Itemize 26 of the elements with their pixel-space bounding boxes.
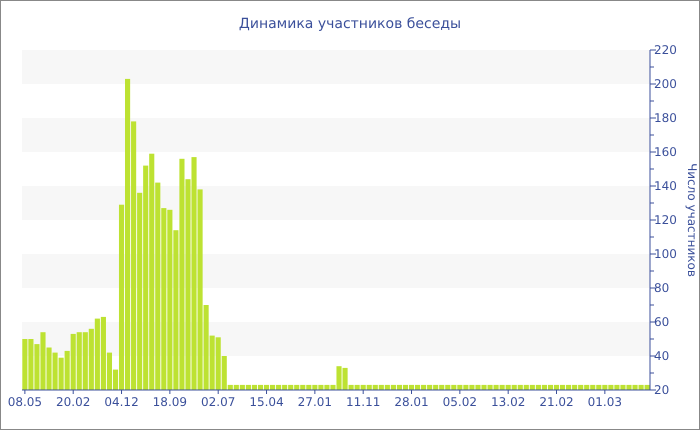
y-axis-title: Число участников bbox=[685, 163, 699, 277]
y-tick-label: 200 bbox=[654, 77, 677, 91]
x-tick-label: 27.01 bbox=[298, 395, 332, 409]
y-tick-label: 100 bbox=[654, 247, 677, 261]
y-tick-label: 160 bbox=[654, 145, 677, 159]
x-tick-label: 21.02 bbox=[539, 395, 574, 409]
x-tick-label: 04.12 bbox=[104, 395, 139, 409]
y-tick-label: 20 bbox=[654, 383, 670, 397]
x-tick-label: 28.01 bbox=[394, 395, 429, 409]
x-tick-label: 15.04 bbox=[249, 395, 284, 409]
y-tick-label: 40 bbox=[654, 349, 670, 363]
x-tick-label: 13.02 bbox=[491, 395, 526, 409]
x-tick-label: 02.07 bbox=[201, 395, 236, 409]
x-tick-label: 18.09 bbox=[152, 395, 188, 409]
y-tick-label: 220 bbox=[654, 43, 677, 57]
y-tick-label: 80 bbox=[654, 281, 670, 295]
y-tick-label: 120 bbox=[654, 213, 677, 227]
x-tick-label: 08.05 bbox=[8, 395, 42, 409]
y-tick-label: 60 bbox=[654, 315, 670, 329]
x-tick-label: 11.11 bbox=[346, 395, 380, 409]
x-tick-label: 01.03 bbox=[588, 395, 622, 409]
y-tick-label: 180 bbox=[654, 111, 677, 125]
x-tick-label: 05.02 bbox=[442, 395, 478, 409]
y-tick-label: 140 bbox=[654, 179, 677, 193]
x-tick-label: 20.02 bbox=[56, 395, 90, 409]
chart-title: Динамика участников беседы bbox=[238, 16, 462, 32]
